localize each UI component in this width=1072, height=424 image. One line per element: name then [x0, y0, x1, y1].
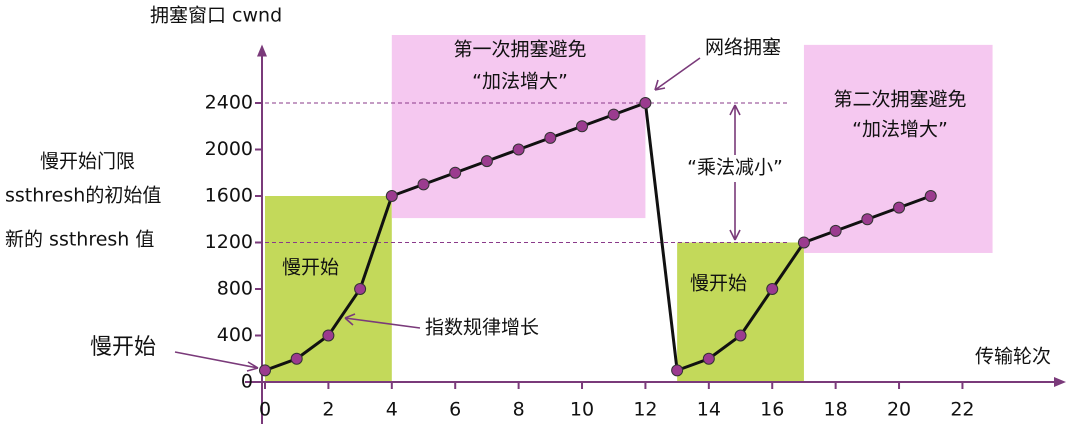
y-tick-label: 2400: [205, 92, 253, 114]
annotation: “加法增大”: [852, 119, 948, 141]
data-point: [480, 155, 493, 168]
y-axis-label: 拥塞窗口 cwnd: [150, 5, 282, 27]
annotation: 慢开始: [282, 257, 339, 279]
y-tick-label: 400: [217, 324, 253, 346]
x-tick-label: 14: [697, 399, 721, 421]
data-point: [861, 213, 874, 226]
data-point: [671, 364, 684, 377]
data-point: [544, 131, 557, 144]
arrow: [729, 104, 741, 241]
annotation: 慢开始: [690, 273, 747, 295]
region: [265, 196, 392, 382]
x-tick-label: 0: [259, 399, 271, 421]
y-tick-label: 1600: [205, 185, 253, 207]
y-tick-label: 1200: [205, 231, 253, 253]
data-point: [924, 190, 937, 202]
data-point: [766, 283, 779, 295]
region: [391, 34, 646, 219]
x-tick-label: 20: [887, 399, 911, 421]
arrow: [174, 351, 259, 372]
x-tick-label: 8: [513, 399, 525, 421]
data-point: [385, 190, 398, 202]
annotation: 第二次拥塞避免: [833, 89, 966, 111]
annotation: 新的 ssthresh 值: [5, 229, 154, 251]
annotation: 慢开始门限: [40, 151, 135, 173]
x-tick-label: 2: [322, 399, 334, 421]
y-tick-label: 0: [241, 371, 253, 393]
y-axis-arrow: [257, 44, 267, 57]
data-point: [734, 329, 747, 342]
annotation: “加法增大”: [472, 71, 568, 93]
data-point: [417, 178, 430, 191]
annotation: 第一次拥塞避免: [453, 39, 586, 61]
cwnd-line: [264, 100, 932, 373]
data-point: [576, 120, 589, 133]
annotation: “乘法减小”: [687, 157, 783, 179]
annotation: 网络拥塞: [705, 37, 781, 59]
annotation-arrows: [174, 57, 741, 372]
data-point: [607, 108, 620, 121]
x-tick-label: 22: [950, 399, 974, 421]
annotation: ssthresh的初始值: [5, 185, 161, 207]
x-tick-label: 12: [633, 399, 657, 421]
arrow: [344, 313, 421, 329]
data-point: [639, 97, 652, 109]
data-point: [512, 143, 525, 156]
region: [803, 44, 993, 253]
x-axis-arrow: [1054, 377, 1066, 387]
annotation: 指数规律增长: [425, 317, 539, 339]
x-tick-label: 4: [386, 399, 398, 421]
data-point: [354, 283, 367, 295]
y-tick-label: 2000: [205, 138, 253, 160]
data-point: [290, 352, 303, 365]
x-tick-label: 16: [760, 399, 784, 421]
data-point: [449, 166, 462, 179]
x-tick-label: 6: [449, 399, 461, 421]
x-tick-label: 10: [570, 399, 594, 421]
data-point: [702, 352, 715, 365]
data-point: [322, 329, 335, 342]
data-point: [259, 364, 271, 377]
annotation: 慢开始: [90, 335, 156, 360]
x-axis-label: 传输轮次: [975, 346, 1051, 368]
region: [677, 242, 804, 382]
data-point: [829, 224, 842, 237]
arrow: [654, 57, 701, 91]
x-tick-label: 18: [824, 399, 848, 421]
data-point: [893, 201, 906, 214]
data-point: [797, 236, 810, 249]
y-tick-label: 800: [217, 278, 253, 300]
